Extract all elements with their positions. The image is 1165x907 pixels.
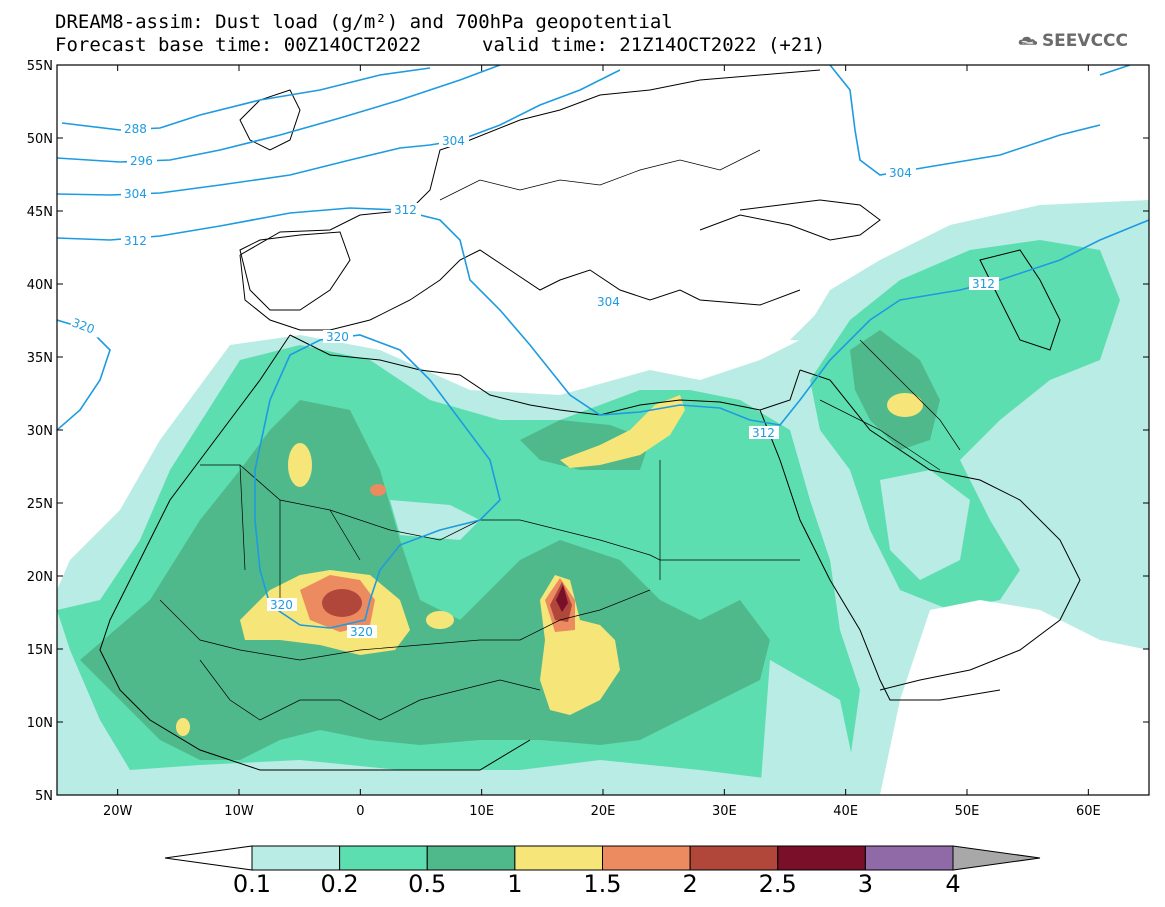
dust-area-clear-libya (390, 500, 480, 540)
colorbar-segment (426, 845, 516, 871)
lon-tick-label: 50E (955, 804, 980, 819)
colorbar-level-label: 2 (682, 870, 697, 898)
dust-area-clear-arabia (880, 470, 970, 580)
border-line (199, 659, 541, 721)
colorbar-extend-low (164, 845, 253, 871)
colorbar-level-label: 0.1 (233, 870, 271, 898)
map-title-valid-time: valid time: 21Z14OCT2022 (+21) (482, 34, 826, 56)
lat-tick-label: 55N (27, 59, 53, 74)
border-line (819, 339, 961, 471)
dust-area-clear-east (880, 600, 1149, 795)
lat-tick-label: 45N (27, 205, 53, 220)
coastline-europe (239, 69, 821, 331)
colorbar-level-label: 3 (858, 870, 873, 898)
dust-area-maroon-chad (556, 585, 568, 612)
lon-tick-label: 0 (356, 804, 364, 819)
dust-area-yellow-algeria (288, 443, 312, 487)
contour-304-east2 (1099, 65, 1131, 76)
dust-area-clear-southeast (760, 660, 860, 795)
contour-label: 304 (442, 134, 465, 148)
colorbar-segment (514, 845, 603, 871)
colorbar-segment (864, 845, 954, 871)
lat-tick-label: 50N (27, 132, 53, 147)
seevccc-logo: SEEVCCC (1018, 26, 1128, 56)
cloud-icon (1018, 36, 1038, 45)
dust-area-orange-algeria (370, 484, 386, 496)
lat-tick-label: 40N (27, 278, 53, 293)
lon-tick-label: 20E (591, 804, 616, 819)
contour-label: 304 (889, 166, 912, 180)
colorbar-level-label: 0.2 (321, 870, 359, 898)
contour-label: 288 (124, 122, 147, 136)
dust-area-yellow-small (426, 611, 454, 629)
lon-tick-label: 30E (712, 804, 737, 819)
lon-tick-label: 10W (224, 804, 254, 819)
contour-label: 312 (394, 203, 417, 217)
border-line (439, 149, 761, 201)
map-title-base-time: Forecast base time: 00Z14OCT2022 (55, 34, 422, 56)
dust-area-yellow-iraq (887, 393, 923, 417)
colorbar: 0.1 0.2 0.5 1 1.5 2 2.5 3 4 (164, 845, 1041, 898)
coastline-caspian (979, 249, 1061, 351)
coastline-layer (99, 69, 1081, 771)
coastline-arabia (799, 369, 1081, 691)
dust-area-darkred-mali (322, 589, 362, 617)
contour-label: 304 (124, 187, 147, 201)
coastline-red-sea (759, 409, 1001, 701)
colorbar-segment (251, 845, 341, 871)
contour-label: 312 (972, 277, 995, 291)
contour-label: 320 (326, 330, 349, 344)
seevccc-logo-text: SEEVCCC (1041, 31, 1128, 51)
contour-320-africa (254, 334, 501, 629)
contour-label: 312 (124, 234, 147, 248)
lon-tick-label: 60E (1076, 804, 1101, 819)
colorbar-level-label: 2.5 (759, 870, 797, 898)
lon-tick-label: 40E (833, 804, 858, 819)
colorbar-level-label: 1 (507, 870, 522, 898)
lat-tick-label: 5N (35, 789, 53, 804)
dust-fill-layer (57, 65, 1149, 795)
colorbar-level-label: 0.5 (408, 870, 446, 898)
lon-tick-label: 20W (103, 804, 133, 819)
lat-tick-label: 25N (27, 497, 53, 512)
coastline-africa-north (289, 334, 801, 416)
lat-tick-label: 35N (27, 351, 53, 366)
lat-tick-label: 10N (27, 716, 53, 731)
contour-304-east (829, 65, 1101, 176)
dust-area-dark-mesopotamia (850, 330, 940, 450)
colorbar-segment (339, 845, 428, 871)
lon-tick-label: 10E (469, 804, 494, 819)
colorbar-segment (689, 845, 779, 871)
colorbar-level-label: 1.5 (583, 870, 621, 898)
longitude-axis: 20W 10W 0 10E 20E 30E 40E 50E 60E (103, 65, 1101, 819)
contour-label: 320 (350, 625, 373, 639)
coastline-iberia (239, 231, 351, 311)
colorbar-extend-high (952, 845, 1041, 871)
contour-label: 312 (752, 426, 775, 440)
colorbar-segment (777, 845, 866, 871)
coastline-black-sea (699, 199, 881, 241)
contour-label: 304 (597, 295, 620, 309)
coastline-africa-west (99, 334, 531, 771)
dust-area-yellow-guinea (176, 718, 190, 736)
lat-tick-label: 15N (27, 643, 53, 658)
lat-tick-label: 20N (27, 570, 53, 585)
dust-area-yellow-egypt-arc (560, 395, 685, 468)
lat-tick-label: 30N (27, 424, 53, 439)
contour-labels: 288 296 304 312 320 304 304 312 304 312 … (69, 122, 999, 639)
contour-label: 320 (270, 598, 293, 612)
contour-312-west (57, 207, 1149, 426)
colorbar-segment (602, 845, 691, 871)
map-title-line1: DREAM8-assim: Dust load (g/m²) and 700hP… (55, 11, 673, 33)
latitude-axis: 55N 50N 45N 40N 35N 30N 25N 20N 15N 10N 5N (27, 59, 1149, 804)
contour-label: 296 (130, 154, 153, 168)
border-line (239, 460, 800, 610)
border-line (159, 589, 651, 661)
colorbar-level-label: 4 (945, 870, 960, 898)
contour-304-west (57, 69, 621, 196)
